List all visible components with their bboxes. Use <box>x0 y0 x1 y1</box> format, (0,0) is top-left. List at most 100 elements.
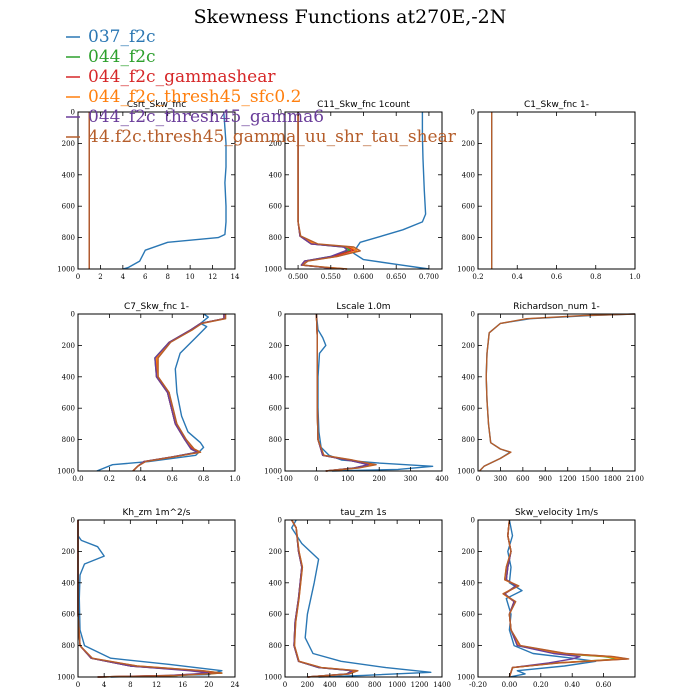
series-line-1 <box>96 313 209 472</box>
y-tick-label: 0 <box>471 109 475 117</box>
series-line-2 <box>291 519 353 678</box>
chart-panel-2: C11_Skw_fnc 1count 0.500 0.550 0.600 0.650 0.… <box>264 100 443 281</box>
y-tick-label: 600 <box>462 203 475 211</box>
series-line-5 <box>315 313 369 472</box>
series-line-1 <box>353 112 429 270</box>
y-tick-label: 200 <box>269 140 282 148</box>
x-tick-label: 8 <box>165 273 169 281</box>
y-tick-label: 600 <box>462 405 475 413</box>
series-line-1 <box>122 111 227 270</box>
y-tick-label: 200 <box>462 140 475 148</box>
panel-title: C1_Skw_fnc 1- <box>524 100 589 110</box>
x-tick-label: 0 <box>76 273 80 281</box>
x-tick-label: 200 <box>373 475 386 483</box>
series-line-5 <box>77 520 210 678</box>
series-line-6 <box>315 313 377 472</box>
chart-panel-7: Kh_zm 1m^2/s 0 4 8 12 16 20 24 0 200 400 600 800 1000 <box>57 508 240 689</box>
plot-frame <box>477 111 636 270</box>
chart-panel-1: Csrt_Skw_fnc 0 2 4 6 8 10 12 14 0 200 400 600 800 1000 <box>57 100 240 281</box>
x-tick-label: 2100 <box>626 475 644 483</box>
x-tick-label: 800 <box>368 681 381 689</box>
y-tick-label: 200 <box>462 548 475 556</box>
series-line-6 <box>132 314 227 472</box>
x-tick-label: 400 <box>323 681 336 689</box>
x-tick-label: 14 <box>231 273 240 281</box>
y-tick-label: 600 <box>269 405 282 413</box>
x-tick-label: 200 <box>301 681 314 689</box>
x-tick-label: -100 <box>277 475 293 483</box>
y-tick-label: 200 <box>62 342 75 350</box>
y-tick-label: 0 <box>278 311 282 319</box>
y-tick-label: 400 <box>462 171 475 179</box>
panel-title: Richardson_num 1- <box>513 302 600 312</box>
x-tick-label: 0.650 <box>386 273 406 281</box>
x-tick-label: 1000 <box>388 681 406 689</box>
y-tick-label: 0 <box>471 311 475 319</box>
y-tick-label: 200 <box>269 342 282 350</box>
chart-panel-5: Lscale 1.0m -100 0 100 200 300 400 0 200 400 600 80… <box>264 302 449 483</box>
x-tick-label: 0.4 <box>135 475 147 483</box>
panel-title: C11_Skw_fnc 1count <box>317 100 410 110</box>
plot-frame <box>284 313 443 472</box>
x-tick-label: 0.4 <box>512 273 524 281</box>
legend-entry: 037_f2c <box>66 27 156 47</box>
x-tick-label: 0.8 <box>198 475 209 483</box>
y-tick-label: 0 <box>71 109 75 117</box>
legend-label: 044_f2c_thresh45_sfc0.2 <box>88 87 301 107</box>
y-tick-label: 600 <box>62 405 75 413</box>
y-tick-label: 600 <box>269 203 282 211</box>
x-tick-label: 0.600 <box>353 273 373 281</box>
y-tick-label: 600 <box>62 203 75 211</box>
x-tick-label: 1800 <box>604 475 622 483</box>
x-tick-label: 12 <box>208 273 217 281</box>
x-tick-label: 0 <box>283 681 287 689</box>
legend-label: 044_f2c <box>88 47 156 67</box>
series-line-2 <box>315 313 371 472</box>
y-tick-label: 400 <box>62 579 75 587</box>
panel-title: Kh_zm 1m^2/s <box>123 508 191 518</box>
plot-frame <box>477 519 636 678</box>
x-tick-label: 0.60 <box>596 681 612 689</box>
series-line-1 <box>291 519 432 678</box>
y-tick-label: 800 <box>462 234 475 242</box>
plot-frame <box>284 519 443 678</box>
y-tick-label: 1000 <box>57 266 75 274</box>
x-tick-label: 0.8 <box>590 273 601 281</box>
y-tick-label: 400 <box>462 579 475 587</box>
series-line-1 <box>478 313 636 472</box>
y-tick-label: 0 <box>278 517 282 525</box>
series-line-3 <box>77 520 217 678</box>
y-tick-label: 400 <box>269 373 282 381</box>
x-tick-label: 600 <box>346 681 359 689</box>
x-tick-label: 10 <box>186 273 195 281</box>
x-tick-label: 0.6 <box>551 273 563 281</box>
x-tick-label: 100 <box>341 475 354 483</box>
series-line-1 <box>77 520 223 678</box>
y-tick-label: 0 <box>278 109 282 117</box>
y-tick-label: 800 <box>62 436 75 444</box>
y-tick-label: 800 <box>269 234 282 242</box>
x-tick-label: 0.0 <box>72 475 83 483</box>
legend-entry: 044_f2c_gammashear <box>66 67 276 87</box>
y-tick-label: 800 <box>269 642 282 650</box>
x-tick-label: 0.20 <box>533 681 549 689</box>
y-tick-label: 0 <box>71 517 75 525</box>
x-tick-label: 4 <box>102 681 107 689</box>
y-tick-label: 1000 <box>264 468 282 476</box>
y-tick-label: 800 <box>462 436 475 444</box>
x-tick-label: 0.6 <box>167 475 179 483</box>
y-tick-label: 1000 <box>264 266 282 274</box>
x-tick-label: 2 <box>98 273 102 281</box>
y-tick-label: 800 <box>269 436 282 444</box>
x-tick-label: 1500 <box>581 475 599 483</box>
y-tick-label: 200 <box>462 342 475 350</box>
x-tick-label: 1200 <box>559 475 577 483</box>
y-tick-label: 200 <box>62 140 75 148</box>
x-tick-label: 12 <box>152 681 161 689</box>
series-line-6 <box>291 519 359 678</box>
chart-panel-3: C1_Skw_fnc 1- 0.2 0.4 0.6 0.8 1.0 0 200 400 600 80… <box>457 100 640 281</box>
x-tick-label: 6 <box>143 273 148 281</box>
legend-entry: 044_f2c_thresh45_gamma6 <box>66 107 324 127</box>
series-line-5 <box>291 519 353 678</box>
